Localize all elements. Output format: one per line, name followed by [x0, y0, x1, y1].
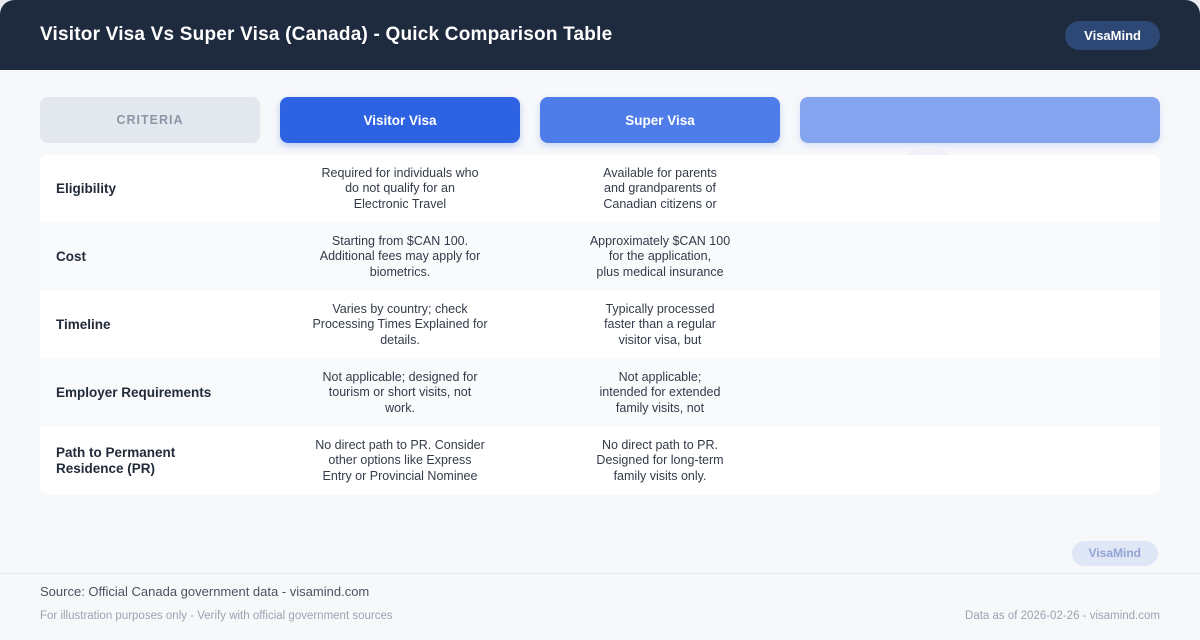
- table-row-path-to-pr: Path to Permanent Residence (PR) No dire…: [40, 427, 1160, 495]
- table-row-employer-requirements: Employer Requirements Not applicable; de…: [40, 359, 1160, 427]
- column-headers: CRITERIA Visitor Visa Super Visa: [40, 97, 1160, 143]
- footer-divider: [0, 573, 1200, 574]
- visitor-visa-cell: Varies by country; check Processing Time…: [312, 301, 488, 347]
- super-visa-cell: Approximately $CAN 100 for the applicati…: [589, 233, 731, 279]
- super-visa-cell: No direct path to PR. Designed for long-…: [596, 437, 724, 483]
- criteria-label: Cost: [56, 249, 86, 264]
- visitor-visa-cell: No direct path to PR. Consider other opt…: [315, 437, 485, 483]
- column-header-extra[interactable]: [800, 97, 1160, 143]
- table-row-cost: Cost Starting from $CAN 100. Additional …: [40, 223, 1160, 291]
- table-row-timeline: Timeline Varies by country; check Proces…: [40, 291, 1160, 359]
- criteria-label: Timeline: [56, 317, 111, 332]
- extra-cell: [800, 359, 1160, 427]
- brand-badge[interactable]: VisaMind: [1065, 20, 1160, 50]
- column-header-criteria: CRITERIA: [40, 97, 260, 143]
- top-bar: Visitor Visa Vs Super Visa (Canada) - Qu…: [0, 0, 1200, 70]
- criteria-label: Employer Requirements: [56, 385, 212, 400]
- watermark-badge: VisaMind: [1071, 541, 1158, 566]
- column-header-visitor-visa[interactable]: Visitor Visa: [280, 97, 520, 143]
- super-visa-cell: Typically processed faster than a regula…: [604, 301, 716, 347]
- disclaimer-text: For illustration purposes only - Verify …: [40, 610, 393, 622]
- criteria-label: Path to Permanent Residence (PR): [56, 445, 176, 476]
- extra-cell: [800, 291, 1160, 359]
- visitor-visa-cell: Not applicable; designed for tourism or …: [322, 369, 478, 415]
- visitor-visa-cell: Starting from $CAN 100. Additional fees …: [319, 233, 481, 279]
- extra-cell: [800, 427, 1160, 495]
- source-text: Source: Official Canada government data …: [40, 584, 370, 599]
- column-header-super-visa[interactable]: Super Visa: [540, 97, 780, 143]
- page-title: Visitor Visa Vs Super Visa (Canada) - Qu…: [40, 24, 613, 45]
- data-as-of-text: Data as of 2026-02-26 - visamind.com: [965, 610, 1160, 622]
- extra-cell: [800, 155, 1160, 223]
- super-visa-cell: Available for parents and grandparents o…: [603, 165, 717, 211]
- table-row-eligibility: Eligibility Required for individuals who…: [40, 155, 1160, 223]
- super-visa-cell: Not applicable; intended for extended fa…: [599, 369, 721, 415]
- comparison-table: Eligibility Required for individuals who…: [40, 155, 1160, 495]
- extra-cell: [800, 223, 1160, 291]
- criteria-label: Eligibility: [56, 181, 117, 196]
- visitor-visa-cell: Required for individuals who do not qual…: [321, 165, 479, 211]
